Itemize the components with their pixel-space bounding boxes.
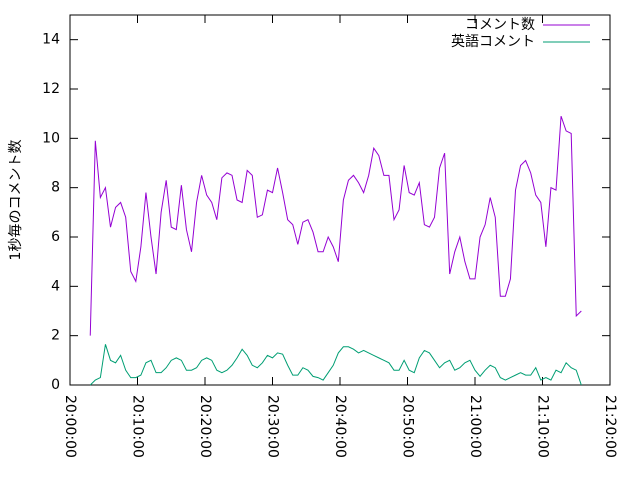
series-line <box>89 115 582 336</box>
x-tick-label: 21:00:00 <box>467 395 483 458</box>
legend-label: コメント数 <box>465 17 535 33</box>
y-tick-label: 4 <box>51 278 60 294</box>
y-axis-label: 1秒毎のコメント数 <box>8 140 24 261</box>
x-tick-label: 20:20:00 <box>197 395 213 458</box>
plot-frame <box>69 14 611 386</box>
x-tick-label: 21:20:00 <box>602 395 618 458</box>
x-tick-label: 21:10:00 <box>535 395 551 458</box>
series-line <box>89 344 582 386</box>
y-tick-label: 2 <box>51 328 60 344</box>
legend-label: 英語コメント <box>451 33 535 50</box>
y-tick-label: 14 <box>42 32 60 48</box>
y-tick-label: 12 <box>42 81 60 97</box>
y-tick-label: 6 <box>51 229 60 245</box>
y-tick-label: 0 <box>51 377 60 393</box>
x-tick-label: 20:10:00 <box>130 395 146 458</box>
y-tick-label: 8 <box>51 180 60 196</box>
x-tick-label: 20:50:00 <box>400 395 416 458</box>
x-tick-label: 20:30:00 <box>265 395 281 458</box>
y-tick-label: 10 <box>42 130 60 146</box>
x-tick-label: 20:00:00 <box>62 395 78 458</box>
x-tick-label: 20:40:00 <box>332 395 348 458</box>
